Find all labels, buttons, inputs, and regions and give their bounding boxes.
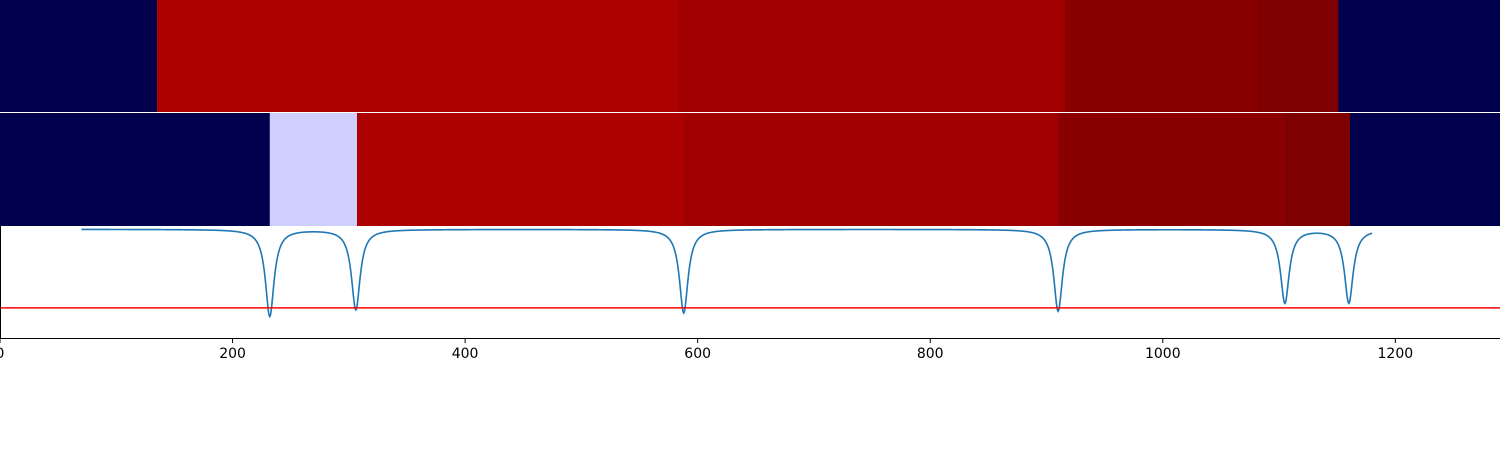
heatmap-2-segment-3 xyxy=(683,113,1059,226)
heatmap-1-segment-4 xyxy=(1256,0,1339,112)
x-tick-label-0: 0 xyxy=(0,346,4,362)
heatmap-1-segment-5 xyxy=(1338,0,1500,112)
heatmap-1-segment-0 xyxy=(0,0,158,112)
heatmap-2-segment-6 xyxy=(1350,113,1500,226)
heatmap-1-segment-2 xyxy=(677,0,1066,112)
plot-area xyxy=(0,226,1500,338)
x-tick-label-2: 400 xyxy=(452,346,479,362)
x-tick-label-1: 200 xyxy=(219,346,246,362)
heatmap-2-segment-4 xyxy=(1058,113,1286,226)
top-heatmap-strip xyxy=(0,0,1500,113)
x-axis: 0 200 400 600 800 1000 1200 xyxy=(0,338,1413,362)
signal-series-line xyxy=(81,228,1373,319)
heatmap-1-segment-1 xyxy=(156,0,679,112)
x-tick-label-3: 600 xyxy=(684,346,711,362)
heatmap-2-segment-5 xyxy=(1284,113,1351,226)
heatmap-2-segment-1 xyxy=(269,113,358,226)
x-tick-label-5: 1000 xyxy=(1145,346,1181,362)
heatmap-1-segment-3 xyxy=(1065,0,1258,112)
heatmap-2-segment-0 xyxy=(0,113,271,226)
heatmap-2-segment-2 xyxy=(356,113,685,226)
x-tick-label-4: 800 xyxy=(917,346,944,362)
middle-heatmap-strip xyxy=(0,113,1500,226)
x-tick-label-6: 1200 xyxy=(1378,346,1414,362)
signal-line-plot xyxy=(0,226,1500,339)
